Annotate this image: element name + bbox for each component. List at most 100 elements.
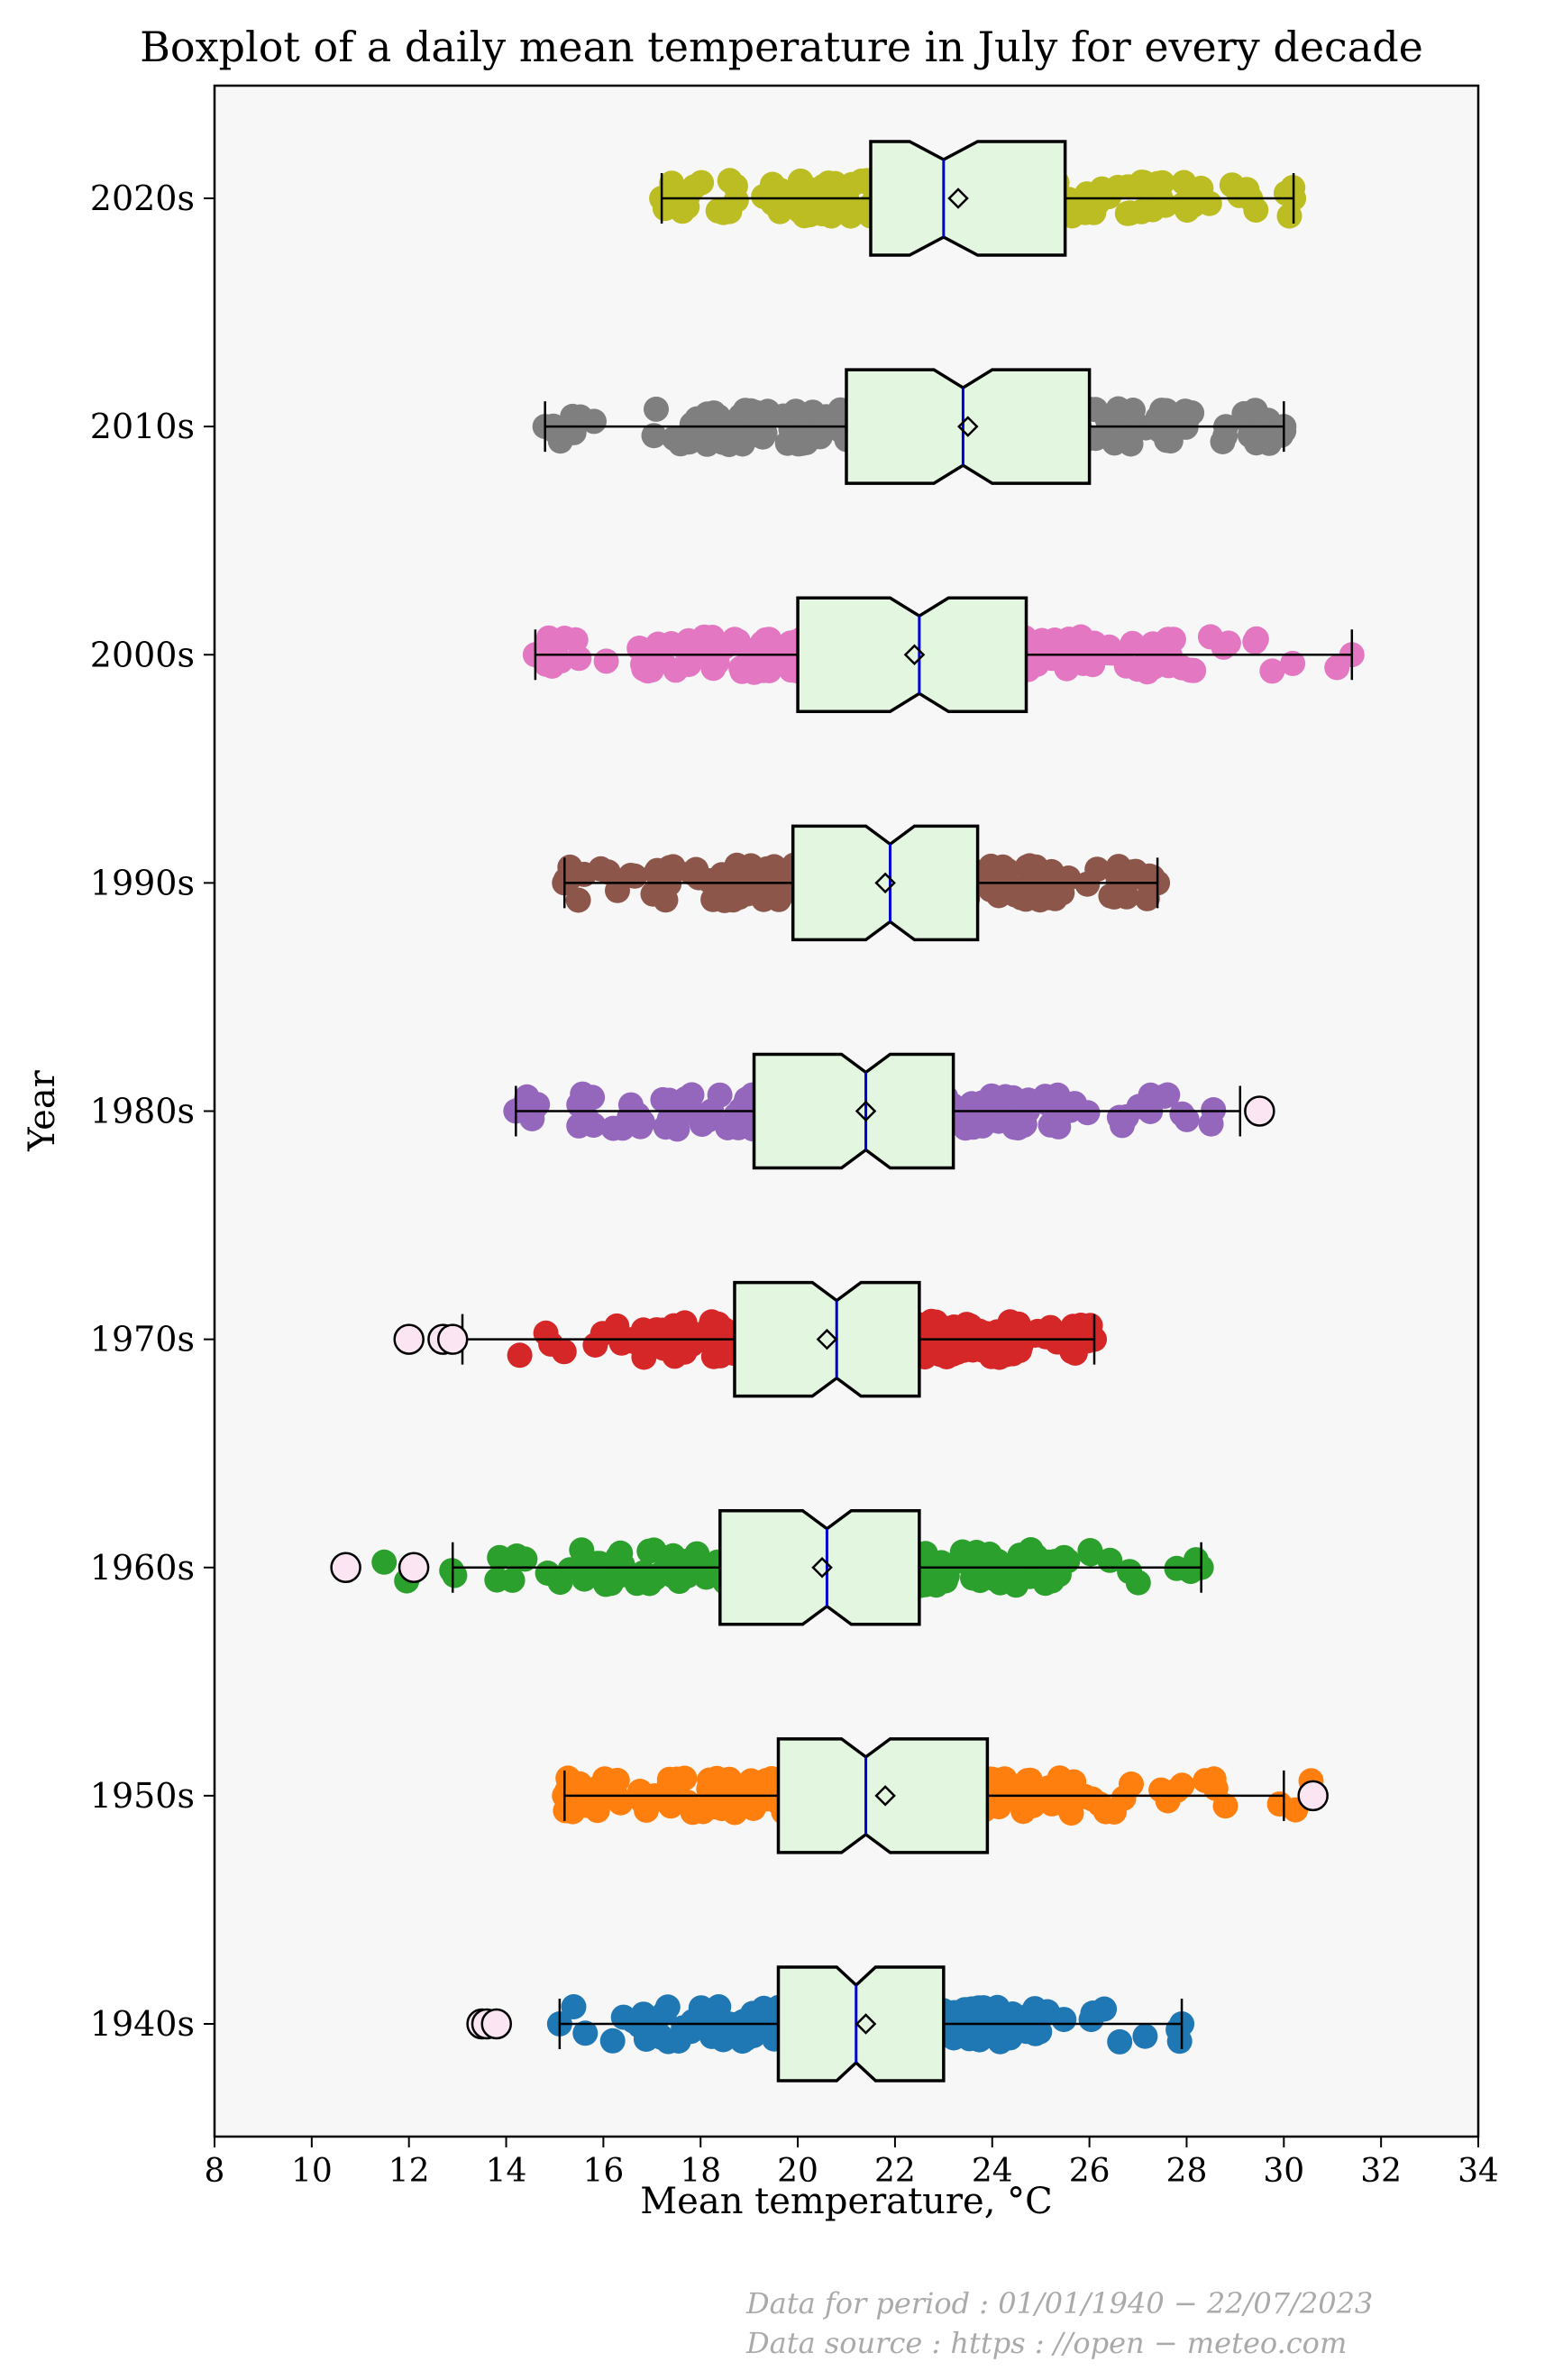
data-point [604,1551,629,1577]
data-point [983,1770,1009,1796]
data-point [1219,172,1245,198]
data-point [1022,1996,1048,2022]
data-point [671,2015,697,2041]
y-tick-label: 1960s [90,1548,195,1588]
data-point [371,1549,398,1575]
data-point [1031,1558,1057,1584]
data-point [668,431,693,457]
y-tick-label: 1990s [90,863,195,902]
data-point [484,1567,510,1593]
box-1990s [791,824,980,942]
data-point [1107,2028,1133,2055]
data-point [535,1561,561,1586]
data-point [679,411,705,437]
series-1970s [393,1280,1108,1398]
x-tick-label: 28 [1166,2153,1208,2190]
data-point [1078,2007,1104,2033]
data-point [533,1320,559,1346]
mean-marker [903,644,926,666]
data-point [982,868,1008,894]
data-point [641,423,667,449]
data-point [689,169,715,196]
data-point [1266,1791,1293,1817]
data-point [1128,174,1154,200]
data-point [1058,1800,1084,1826]
x-axis-label: Mean temperature, °C [640,2181,1053,2222]
outlier-point [480,2008,513,2040]
data-point [604,1313,630,1339]
data-point [738,398,763,424]
data-point [1039,1790,1065,1817]
data-point [1172,398,1198,425]
data-point [1075,650,1101,675]
data-point [737,2009,763,2034]
data-point [718,882,743,908]
data-period-note: Data for period : 01/01/1940 − 22/07/202… [745,2286,1373,2320]
outlier-point [1297,1780,1329,1812]
data-point [658,1551,684,1577]
data-point [931,1556,956,1582]
data-point [1169,1101,1195,1127]
data-point [1215,630,1241,656]
data-point [644,396,669,422]
data-point [1155,1788,1181,1814]
x-tick-label: 14 [486,2153,527,2190]
data-point [952,1543,978,1570]
y-tick-label: 1970s [90,1320,195,1359]
data-point [584,1798,610,1824]
data-point [1132,2023,1158,2049]
data-point [1119,1771,1144,1797]
data-point [1005,1115,1031,1141]
box-1940s [776,1965,946,2082]
data-point [708,1342,734,1368]
data-point [599,2028,626,2054]
series-1950s [552,1737,1329,1854]
data-point [1027,2018,1053,2045]
x-tick-label: 10 [291,2153,333,2190]
mean-marker [874,1785,896,1807]
data-point [965,1995,992,2021]
y-tick-label: 2010s [90,407,195,446]
data-point [693,1564,719,1590]
data-point [839,201,865,227]
data-point [551,1339,577,1365]
data-point [729,658,755,684]
x-tick-label: 20 [777,2153,818,2190]
data-point [791,203,818,229]
series-2020s [649,140,1307,257]
data-point [764,178,791,204]
mean-marker [811,1556,833,1579]
data-point [571,1087,598,1113]
data-point [1042,884,1068,911]
data-point [726,1114,752,1140]
x-tick-label: 18 [680,2153,721,2190]
data-point [1177,657,1203,683]
data-point [750,657,776,683]
x-tick-label: 32 [1360,2153,1402,2190]
data-point [1181,192,1207,218]
series-1940s [466,1965,1195,2082]
box-1950s [776,1737,990,1854]
data-point [1048,635,1074,661]
mean-marker [816,1328,838,1350]
data-point [664,1116,690,1142]
outlier-point [398,1552,430,1583]
x-axis: 8 10 12 14 16 18 20 22 24 26 28 30 32 34 [205,2137,1499,2190]
y-axis: 1940s 1950s 1960s 1970s 1980s 1990s 2000s 2010s… [90,178,215,2044]
data-point [1101,883,1128,910]
series-1990s [552,824,1171,942]
data-point [620,2008,646,2034]
data-point [565,887,591,913]
mean-marker [957,416,979,437]
data-point [644,1786,670,1812]
outlier-point [393,1323,425,1355]
data-point [1078,1541,1104,1567]
data-source-note: Data source : https : //open − meteo.com [745,2326,1347,2360]
data-point [729,431,755,457]
data-point [811,190,836,216]
data-point [1018,1767,1043,1793]
box-1970s [733,1280,921,1398]
data-point [567,404,593,430]
data-point [746,417,772,443]
